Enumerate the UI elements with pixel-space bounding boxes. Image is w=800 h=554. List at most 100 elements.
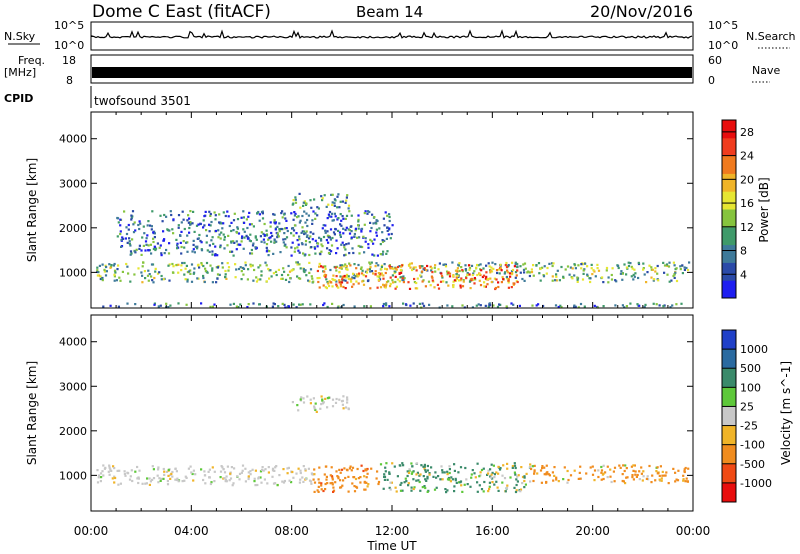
echo-cell — [154, 267, 157, 270]
echo-cell — [465, 478, 468, 481]
echo-cell — [316, 277, 319, 280]
echo-cell — [176, 244, 179, 247]
echo-cell — [362, 235, 365, 238]
echo-cell — [389, 276, 392, 279]
echo-cell — [167, 229, 170, 232]
echo-cell — [103, 270, 106, 273]
echo-cell — [489, 304, 492, 307]
echo-cell — [281, 480, 284, 483]
echo-cell — [298, 263, 301, 266]
echo-cell — [311, 238, 314, 241]
echo-cell — [152, 247, 155, 251]
echo-cell — [633, 464, 636, 467]
echo-cell — [569, 474, 573, 477]
echo-cell — [500, 269, 503, 272]
echo-cell — [431, 279, 434, 282]
echo-cell — [308, 261, 311, 264]
echo-cell — [504, 271, 507, 274]
echo-cell — [168, 279, 171, 282]
echo-cell — [232, 219, 236, 222]
echo-cell — [342, 479, 345, 482]
echo-cell — [291, 203, 294, 206]
echo-cell — [187, 214, 190, 217]
velocity-colorbar-tick: 500 — [740, 362, 761, 375]
ytick-label: 3000 — [59, 380, 87, 393]
echo-cell — [645, 477, 648, 480]
echo-cell — [597, 469, 600, 472]
echo-cell — [399, 268, 402, 272]
echo-cell — [364, 240, 367, 243]
echo-cell — [582, 269, 585, 272]
echo-cell — [305, 202, 308, 205]
echo-cell — [363, 488, 366, 491]
power-colorbar-tick: 12 — [740, 221, 754, 234]
echo-cell — [332, 219, 335, 222]
echo-cell — [579, 465, 582, 468]
echo-cell — [454, 479, 457, 482]
echo-cell — [314, 252, 317, 255]
echo-cell — [447, 476, 450, 480]
echo-cell — [311, 277, 314, 280]
echo-cell — [562, 478, 565, 481]
echo-cell — [625, 305, 628, 308]
echo-cell — [304, 243, 307, 246]
echo-cell — [349, 465, 352, 468]
echo-cell — [229, 472, 232, 475]
echo-cell — [663, 474, 666, 477]
echo-cell — [240, 216, 243, 219]
echo-cell — [503, 477, 507, 480]
echo-cell — [246, 226, 249, 230]
echo-cell — [265, 246, 268, 249]
echo-cell — [449, 480, 452, 483]
echo-cell — [638, 470, 641, 473]
echo-cell — [390, 267, 393, 270]
echo-cell — [617, 266, 620, 270]
echo-cell — [116, 235, 119, 238]
echo-cell — [184, 475, 187, 478]
echo-cell — [239, 303, 242, 306]
echo-cell — [468, 273, 471, 276]
echo-cell — [260, 481, 263, 484]
echo-cell — [382, 283, 385, 286]
echo-cell — [590, 263, 593, 266]
echo-cell — [181, 210, 184, 213]
echo-cell — [428, 473, 431, 476]
echo-cell — [332, 274, 335, 277]
velocity-colorbar-tick: -100 — [740, 439, 765, 452]
echo-cell — [362, 469, 365, 473]
echo-cell — [320, 395, 323, 398]
echo-cell — [232, 240, 235, 243]
echo-cell — [577, 306, 580, 309]
echo-cell — [160, 252, 163, 255]
echo-cell — [434, 471, 437, 474]
echo-cell — [159, 479, 162, 482]
echo-cell — [643, 273, 646, 276]
echo-cell — [344, 276, 347, 279]
echo-cell — [205, 261, 209, 265]
echo-cell — [262, 469, 265, 472]
echo-cell — [327, 236, 330, 239]
echo-cell — [609, 468, 612, 471]
figure-title: Dome C East (fitACF) — [92, 2, 271, 22]
echo-cell — [335, 239, 338, 242]
echo-cell — [523, 262, 527, 265]
echo-cell — [382, 277, 385, 280]
echo-cell — [683, 268, 686, 271]
echo-cell — [246, 237, 250, 240]
xtick-label: 16:00 — [475, 524, 510, 538]
echo-cell — [415, 281, 418, 285]
echo-cell — [364, 237, 367, 240]
echo-cell — [448, 471, 451, 475]
echo-cell — [310, 246, 313, 249]
echo-cell — [334, 279, 337, 282]
echo-cell — [456, 274, 459, 277]
nsky-tick-bottom: 10^0 — [54, 39, 84, 52]
echo-cell — [308, 280, 311, 283]
echo-cell — [410, 462, 413, 465]
echo-cell — [363, 305, 366, 308]
echo-cell — [461, 269, 464, 272]
echo-cell — [621, 473, 624, 476]
echo-cell — [272, 302, 275, 305]
echo-cell — [455, 273, 458, 276]
echo-cell — [645, 281, 648, 284]
